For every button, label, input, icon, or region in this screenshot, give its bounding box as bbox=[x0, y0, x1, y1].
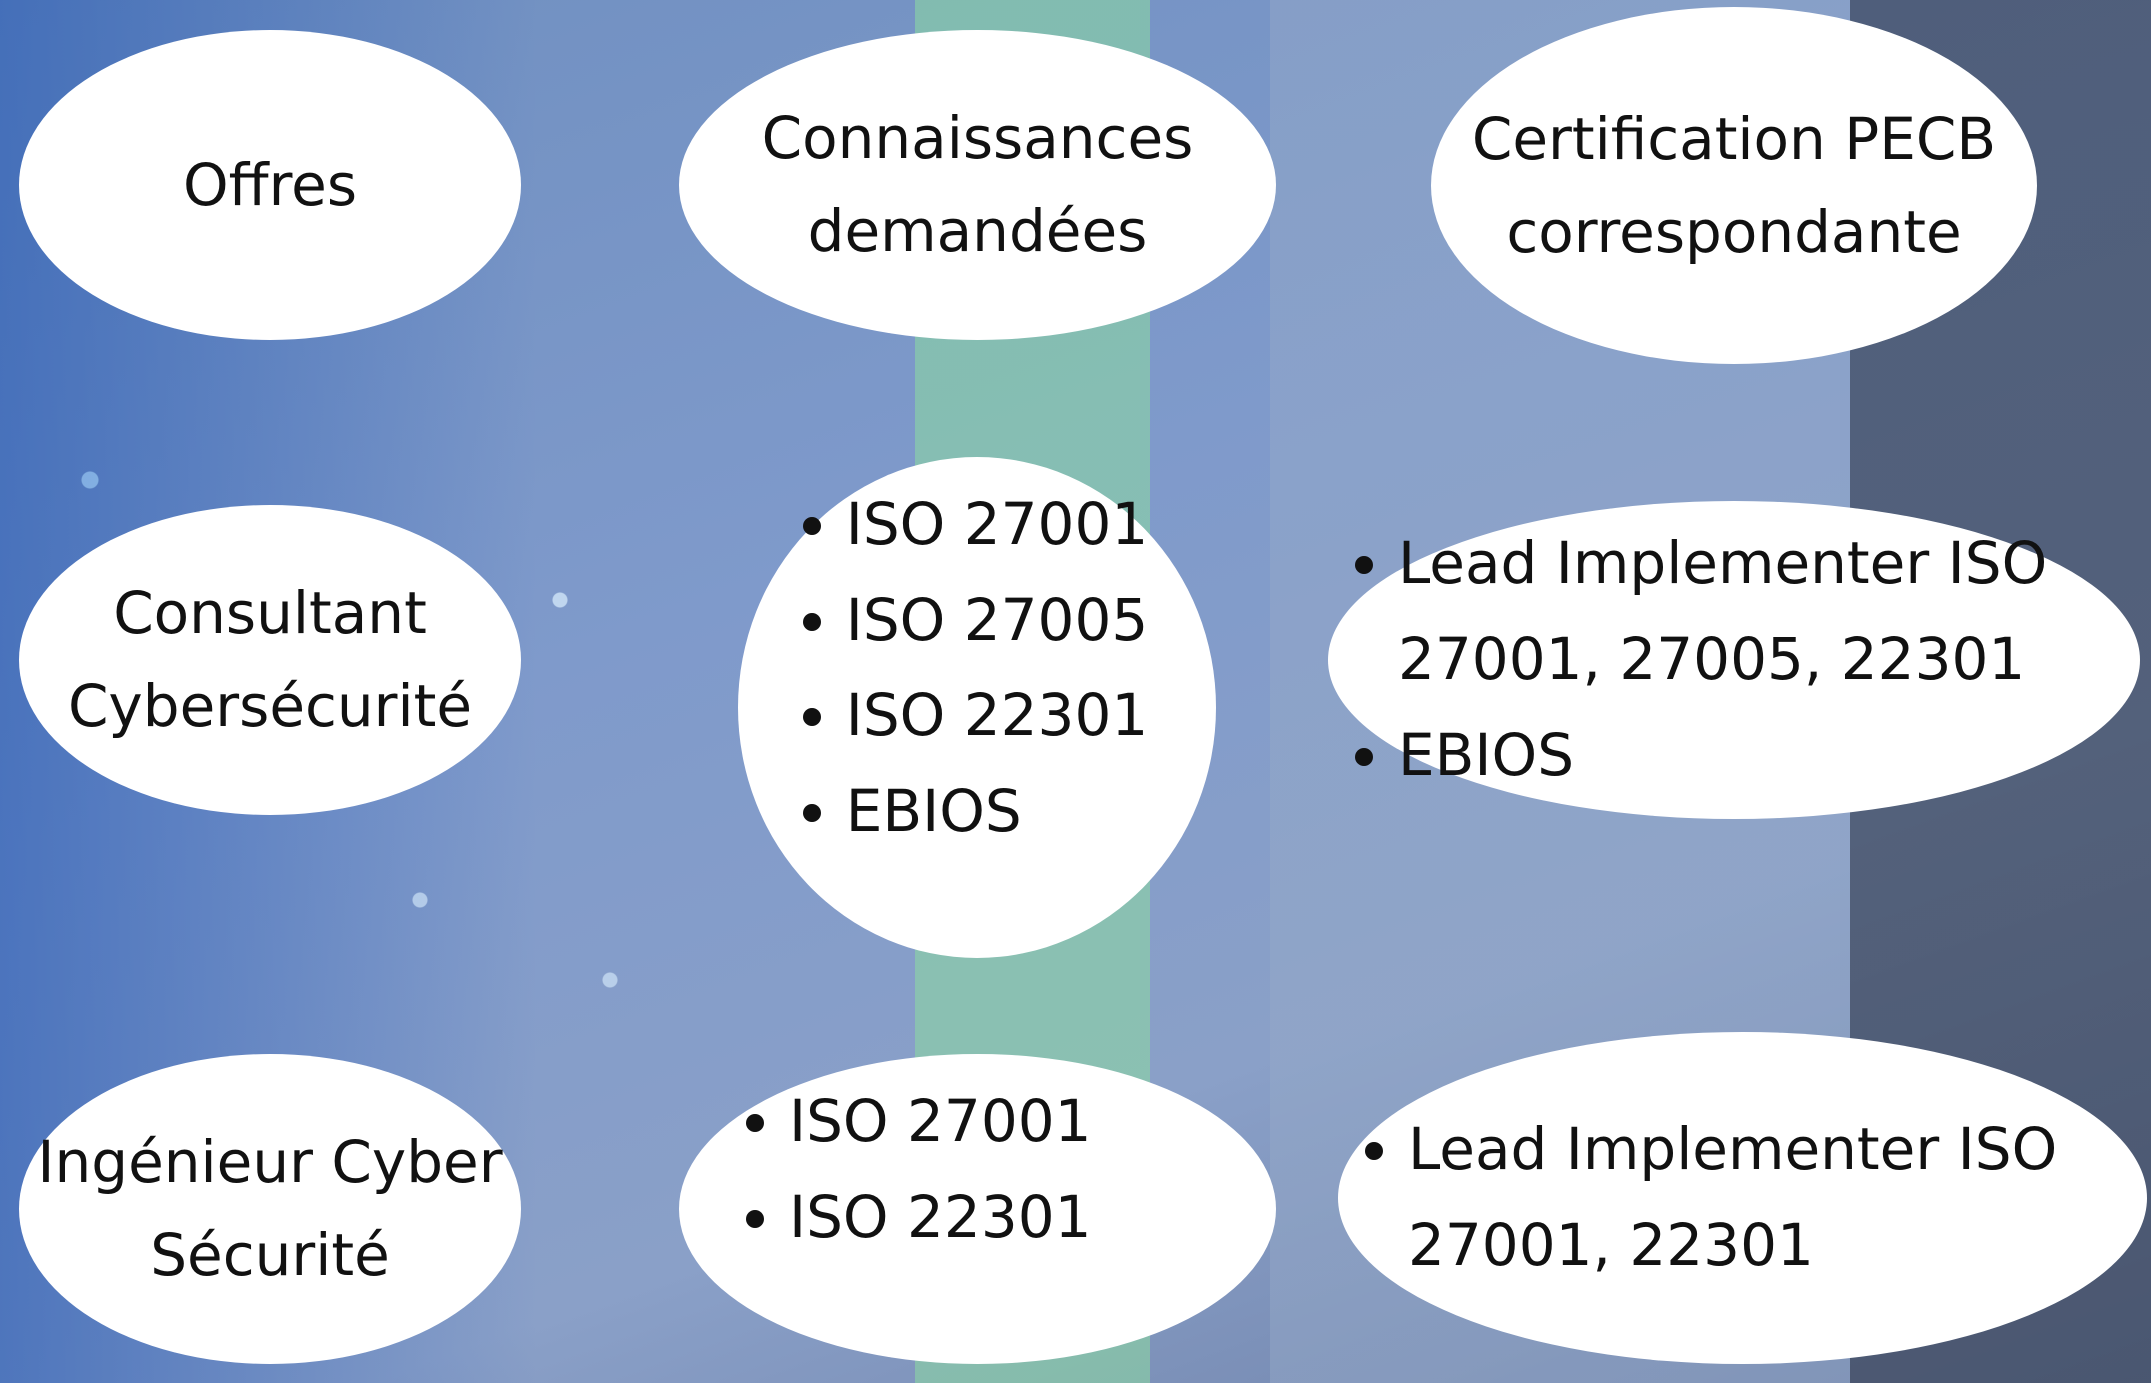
certification-item: Lead Implementer ISO 27001, 27005, 22301 bbox=[1398, 516, 2118, 707]
certification-list: Lead Implementer ISO 27001, 22301 bbox=[1338, 1102, 2128, 1293]
knowledge-cell: ISO 27001 ISO 27005 ISO 22301 EBIOS bbox=[738, 457, 1216, 958]
offer-text: Ingénieur Cyber Sécurité bbox=[37, 1128, 503, 1289]
header-text: Certification PECB correspondante bbox=[1471, 104, 1997, 266]
header-text: Connaissances demandées bbox=[761, 104, 1194, 265]
header-certification: Certification PECB correspondante bbox=[1431, 7, 2037, 364]
knowledge-item: ISO 22301 bbox=[846, 668, 1149, 764]
offer-text: Consultant Cybersécurité bbox=[67, 579, 473, 740]
certification-item: Lead Implementer ISO 27001, 22301 bbox=[1408, 1102, 2128, 1293]
header-text: Offres bbox=[182, 150, 358, 219]
knowledge-item: ISO 27001 bbox=[789, 1074, 1092, 1170]
knowledge-cell: ISO 27001 ISO 22301 bbox=[679, 1054, 1276, 1364]
knowledge-list: ISO 27001 ISO 22301 bbox=[679, 1074, 1092, 1265]
offer: Ingénieur Cyber Sécurité bbox=[19, 1054, 521, 1364]
certification-item: EBIOS bbox=[1398, 708, 2118, 804]
knowledge-item: EBIOS bbox=[846, 764, 1149, 860]
knowledge-item: ISO 27001 bbox=[846, 477, 1149, 573]
certification-list: Lead Implementer ISO 27001, 27005, 22301… bbox=[1328, 516, 2118, 803]
certification-cell: Lead Implementer ISO 27001, 27005, 22301… bbox=[1328, 501, 2140, 819]
header-knowledge: Connaissances demandées bbox=[679, 30, 1276, 340]
header-offers: Offres bbox=[19, 30, 521, 340]
certification-cell: Lead Implementer ISO 27001, 22301 bbox=[1338, 1032, 2147, 1364]
knowledge-item: ISO 22301 bbox=[789, 1170, 1092, 1266]
knowledge-list: ISO 27001 ISO 27005 ISO 22301 EBIOS bbox=[806, 477, 1149, 860]
knowledge-item: ISO 27005 bbox=[846, 573, 1149, 669]
offer: Consultant Cybersécurité bbox=[19, 505, 521, 815]
